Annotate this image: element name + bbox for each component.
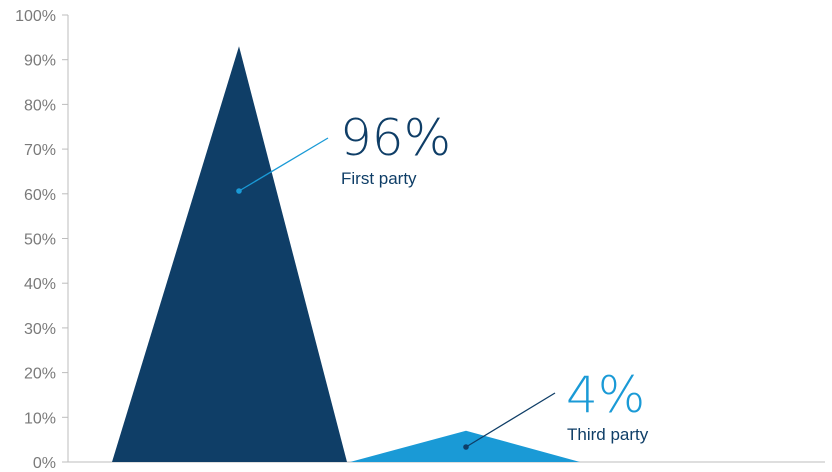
y-tick-label: 70%	[24, 142, 56, 159]
y-tick-label: 80%	[24, 97, 56, 114]
leader-dot-2	[463, 444, 469, 450]
y-tick-label: 100%	[15, 8, 56, 25]
data-label-name-2: Third party	[567, 425, 649, 444]
y-tick-label: 10%	[24, 410, 56, 427]
data-label-name-1: First party	[341, 169, 417, 188]
annotations: 96% First party 4%Third party	[236, 109, 649, 450]
y-axis: 0% 10% 20% 30% 40% 50% 60% 70% 80% 90% 100%	[15, 8, 825, 472]
y-tick-label: 60%	[24, 187, 56, 204]
y-tick-label: 20%	[24, 366, 56, 383]
data-label-value-2: 4%	[566, 366, 645, 424]
leader-line-2	[465, 392, 556, 448]
series-peak-1	[112, 46, 347, 462]
y-tick-label: 90%	[24, 53, 56, 70]
y-tick-label: 30%	[24, 321, 56, 338]
data-label-value-1: 96%	[340, 109, 451, 167]
y-tick-label: 0%	[33, 455, 56, 472]
leader-line-1	[238, 137, 329, 192]
leader-dot-1	[236, 188, 242, 194]
y-tick-label: 40%	[24, 276, 56, 293]
y-tick-label: 50%	[24, 232, 56, 249]
